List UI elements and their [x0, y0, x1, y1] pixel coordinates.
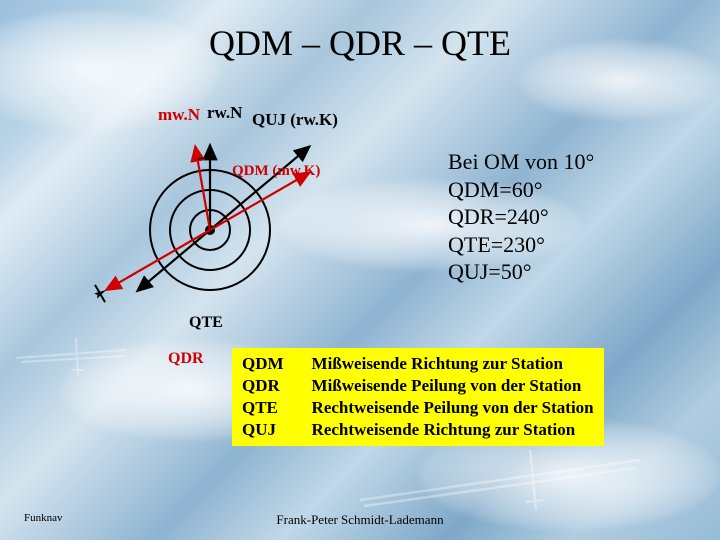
legend-desc: Mißweisende Richtung zur Station	[312, 354, 594, 374]
legend-code: QUJ	[242, 420, 284, 440]
legend-desc: Mißweisende Peilung von der Station	[312, 376, 594, 396]
legend-desc: Rechtweisende Richtung zur Station	[312, 420, 594, 440]
legend-code: QDR	[242, 376, 284, 396]
legend-code: QDM	[242, 354, 284, 374]
glider-right-deco	[350, 440, 650, 520]
page-title: QDM – QDR – QTE	[0, 22, 720, 64]
label-qdr: QDR	[168, 350, 204, 368]
values-line: QDR=240°	[448, 203, 594, 231]
values-line: QDM=60°	[448, 176, 594, 204]
label-qdm: QDM (mw.K)	[232, 163, 320, 180]
label-qte: QTE	[189, 314, 223, 332]
qcode-legend: QDM Mißweisende Richtung zur Station QDR…	[232, 348, 604, 446]
values-block: Bei OM von 10° QDM=60° QDR=240° QTE=230°…	[448, 148, 594, 286]
values-header: Bei OM von 10°	[448, 148, 594, 176]
values-line: QUJ=50°	[448, 258, 594, 286]
footer-center: Frank-Peter Schmidt-Lademann	[0, 512, 720, 528]
label-mwN: mw.N	[158, 105, 200, 125]
values-line: QTE=230°	[448, 231, 594, 259]
label-quj: QUJ (rw.K)	[252, 110, 338, 130]
legend-code: QTE	[242, 398, 284, 418]
label-rwN: rw.N	[207, 103, 242, 123]
legend-desc: Rechtweisende Peilung von der Station	[312, 398, 594, 418]
